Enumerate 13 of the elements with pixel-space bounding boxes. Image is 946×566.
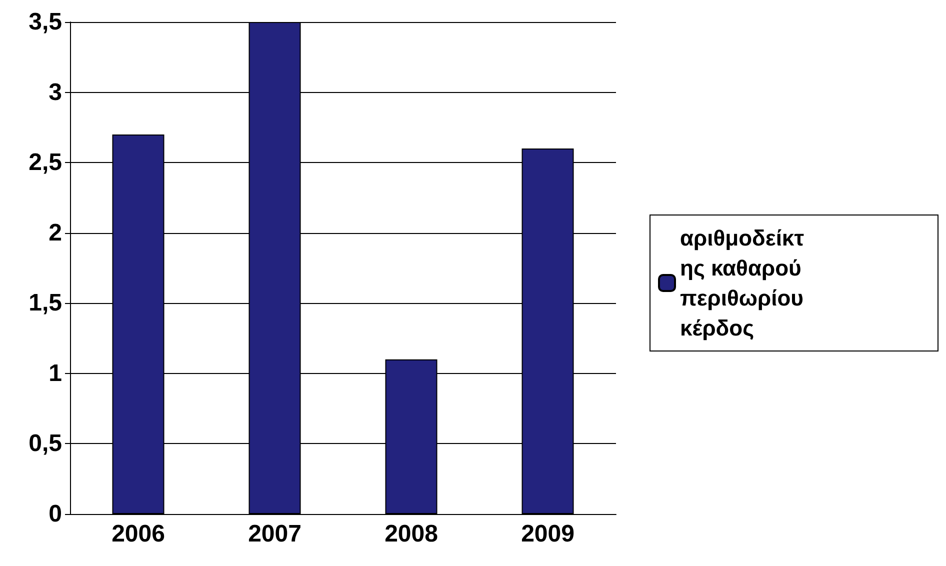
x-tick-label: 2008 (384, 520, 438, 548)
y-tick-label: 2 (48, 219, 62, 246)
y-tick-label: 3 (48, 78, 62, 106)
y-tick-label: 3,5 (28, 8, 62, 36)
y-tick-label: 0 (48, 500, 62, 528)
y-tick-label: 1 (48, 360, 62, 387)
x-tick-label: 2007 (248, 520, 302, 548)
y-tick-label: 2,5 (28, 149, 62, 176)
legend-label: αριθμοδείκτης καθαρού περιθωρίου κέρδος (680, 226, 810, 340)
y-tick-label: 1,5 (28, 290, 62, 317)
x-tick-label: 2009 (521, 520, 574, 548)
x-tick-label: 2006 (112, 520, 165, 548)
y-tick-label: 0,5 (28, 430, 62, 458)
